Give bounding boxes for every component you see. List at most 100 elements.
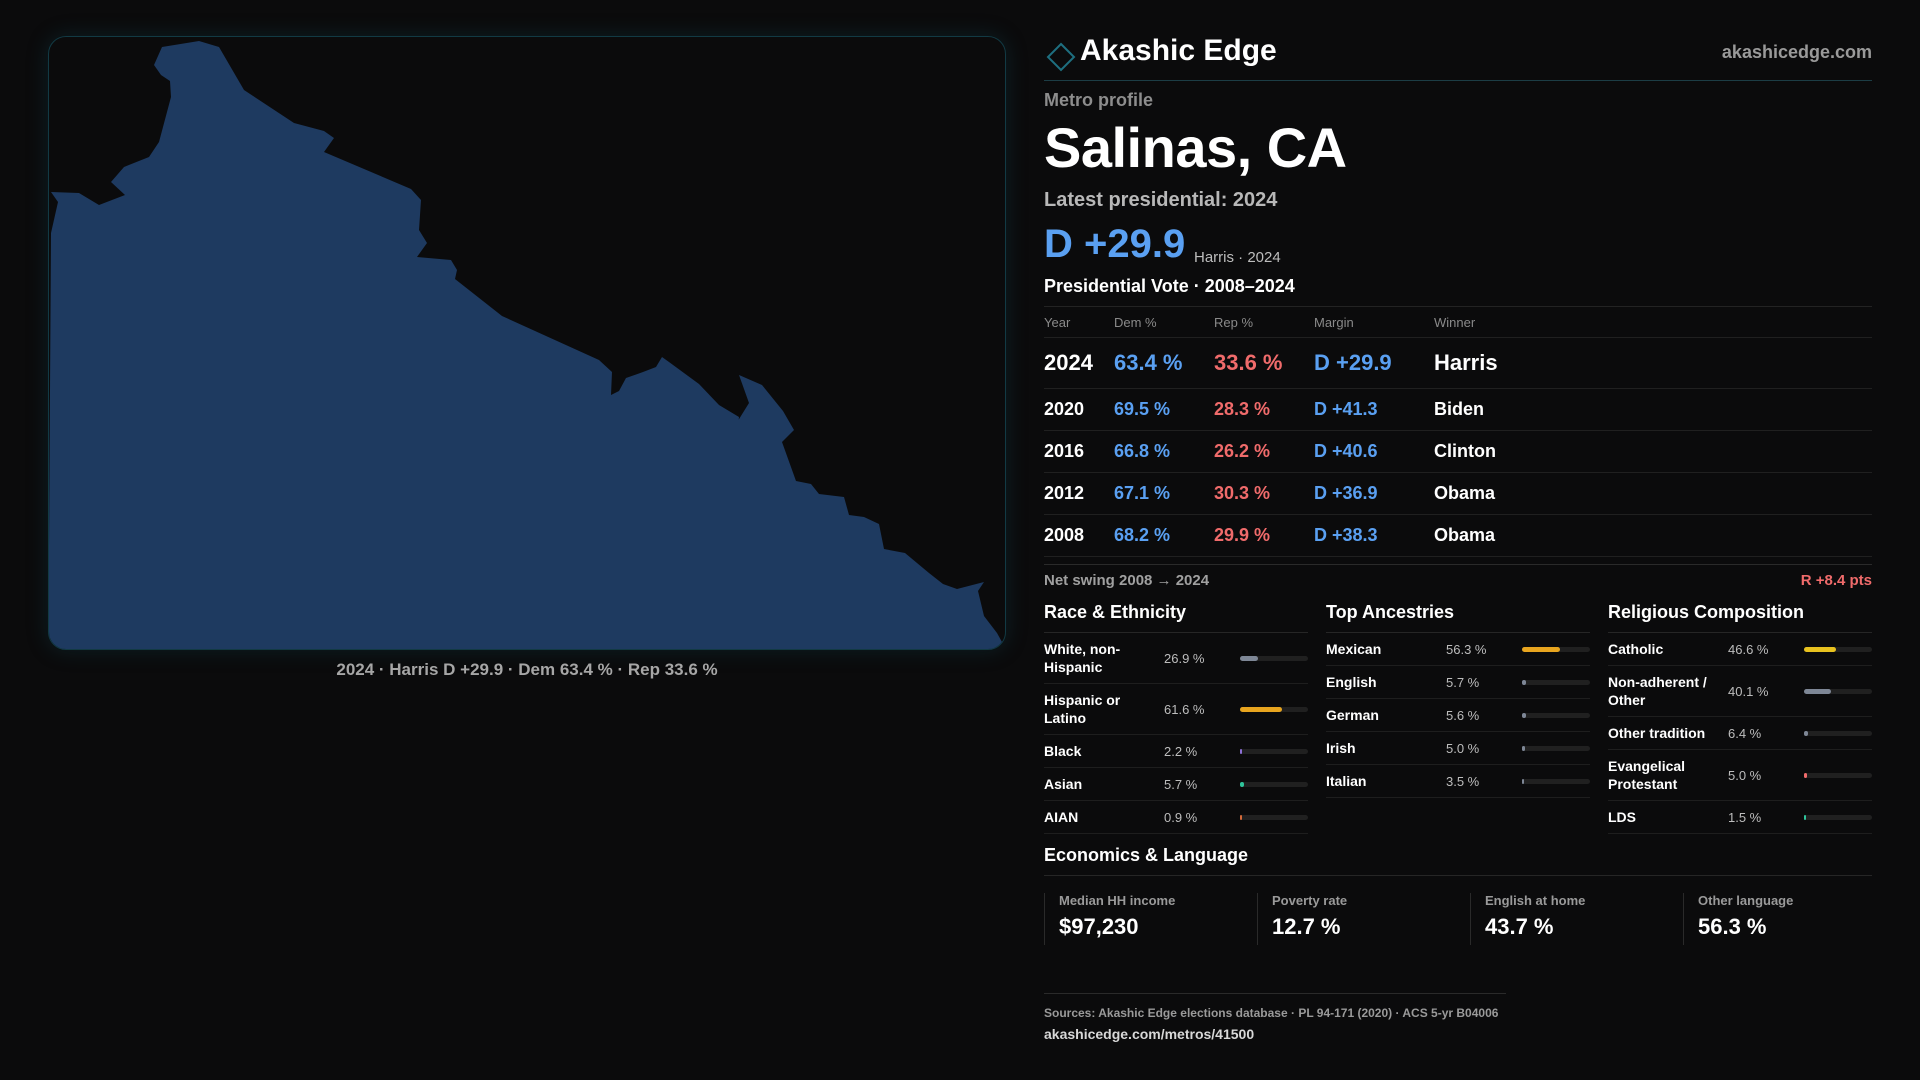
vote-dem: 67.1 % bbox=[1114, 483, 1171, 503]
race-row: AIAN 0.9 % bbox=[1044, 801, 1308, 834]
vote-margin: D +36.9 bbox=[1314, 483, 1378, 503]
vote-row-2024: 2024 63.4 % 33.6 % D +29.9 Harris bbox=[1044, 338, 1872, 389]
stat-median-income: Median HH income $97,230 bbox=[1044, 893, 1242, 945]
stat-label: Poverty rate bbox=[1272, 893, 1348, 908]
ancestry-row: Mexican 56.3 % bbox=[1326, 633, 1590, 666]
vote-rep: 26.2 % bbox=[1214, 441, 1271, 461]
race-value: 61.6 % bbox=[1164, 701, 1205, 717]
religion-bar-fill bbox=[1804, 773, 1808, 778]
ancestry-row: German 5.6 % bbox=[1326, 699, 1590, 732]
race-label: Asian bbox=[1044, 775, 1083, 792]
vote-rep: 30.3 % bbox=[1214, 483, 1271, 503]
ancestry-bar-fill bbox=[1522, 779, 1525, 784]
vote-row-2020: 2020 69.5 % 28.3 % D +41.3 Biden bbox=[1044, 389, 1872, 431]
brand-name[interactable]: Akashic Edge bbox=[1080, 34, 1277, 67]
religion-value: 46.6 % bbox=[1728, 641, 1769, 657]
religion-bar-fill bbox=[1804, 689, 1832, 694]
race-bar-track bbox=[1240, 656, 1308, 661]
metro-map[interactable] bbox=[48, 36, 1006, 650]
economics-title: Economics & Language bbox=[1044, 845, 1872, 876]
stat-label: Median HH income bbox=[1059, 893, 1176, 908]
profile-panel: Akashic Edge akashicedge.com Metro profi… bbox=[1044, 0, 1872, 1080]
stat-value: 43.7 % bbox=[1485, 914, 1554, 939]
vote-year: 2008 bbox=[1044, 525, 1085, 545]
brand-url-link[interactable]: akashicedge.com bbox=[1721, 42, 1872, 62]
religion-value: 6.4 % bbox=[1728, 725, 1762, 741]
race-label: Black bbox=[1044, 742, 1082, 759]
religion-row: LDS 1.5 % bbox=[1608, 801, 1872, 834]
ancestries-section: Top Ancestries Mexican 56.3 % English 5.… bbox=[1326, 602, 1590, 798]
stat-english-at-home: English at home 43.7 % bbox=[1470, 893, 1668, 945]
vote-dem: 66.8 % bbox=[1114, 441, 1171, 461]
vote-margin: D +29.9 bbox=[1314, 350, 1392, 375]
ancestry-bar-fill bbox=[1522, 746, 1526, 751]
ancestry-label: English bbox=[1326, 673, 1377, 690]
race-row: Black 2.2 % bbox=[1044, 735, 1308, 768]
ancestry-value: 5.6 % bbox=[1446, 707, 1480, 723]
race-label: Hispanic or Latino bbox=[1044, 691, 1121, 726]
footer-divider bbox=[1044, 993, 1506, 994]
ancestry-value: 5.7 % bbox=[1446, 674, 1480, 690]
vote-row-2012: 2012 67.1 % 30.3 % D +36.9 Obama bbox=[1044, 473, 1872, 515]
vote-margin: D +40.6 bbox=[1314, 441, 1378, 461]
vote-winner: Clinton bbox=[1434, 441, 1496, 461]
ancestry-value: 5.0 % bbox=[1446, 740, 1480, 756]
stat-other-language: Other language 56.3 % bbox=[1683, 893, 1881, 945]
brand-header: Akashic Edge akashicedge.com bbox=[1044, 32, 1872, 81]
vote-year: 2024 bbox=[1044, 350, 1093, 375]
race-ethnicity-section: Race & Ethnicity White, non-Hispanic 26.… bbox=[1044, 602, 1308, 834]
race-bar-fill bbox=[1240, 749, 1242, 754]
religion-label: Other tradition bbox=[1608, 724, 1706, 741]
ancestry-row: English 5.7 % bbox=[1326, 666, 1590, 699]
race-row: Asian 5.7 % bbox=[1044, 768, 1308, 801]
vote-margin: D +38.3 bbox=[1314, 525, 1378, 545]
vote-table-header: Year Dem % Rep % Margin Winner bbox=[1044, 307, 1872, 338]
race-bar-track bbox=[1240, 749, 1308, 754]
diamond-outline-icon bbox=[1046, 42, 1076, 77]
religion-bar-track bbox=[1804, 773, 1872, 778]
vote-year: 2012 bbox=[1044, 483, 1085, 503]
religion-label: Non-adherent / Other bbox=[1608, 673, 1707, 708]
ancestry-row: Italian 3.5 % bbox=[1326, 765, 1590, 798]
religion-title: Religious Composition bbox=[1608, 602, 1872, 633]
vote-dem: 69.5 % bbox=[1114, 399, 1171, 419]
ancestry-bar-track bbox=[1522, 680, 1590, 685]
ancestry-bar-track bbox=[1522, 779, 1590, 784]
religion-row: Catholic 46.6 % bbox=[1608, 633, 1872, 666]
net-swing-label: Net swing 2008 → 2024 bbox=[1044, 572, 1210, 589]
religion-label: Evangelical Protestant bbox=[1608, 757, 1686, 792]
ancestry-bar-fill bbox=[1522, 713, 1526, 718]
page-title: Salinas, CA bbox=[1044, 116, 1347, 179]
stat-label: English at home bbox=[1485, 893, 1586, 908]
header-year: Year bbox=[1044, 314, 1071, 330]
footer-url-link[interactable]: akashicedge.com/metros/41500 bbox=[1044, 1026, 1255, 1042]
ancestry-bar-fill bbox=[1522, 680, 1526, 685]
ancestry-label: Mexican bbox=[1326, 640, 1382, 657]
religion-value: 5.0 % bbox=[1728, 767, 1762, 783]
race-value: 2.2 % bbox=[1164, 743, 1198, 759]
religion-section: Religious Composition Catholic 46.6 % No… bbox=[1608, 602, 1872, 834]
religion-value: 1.5 % bbox=[1728, 809, 1762, 825]
vote-year: 2016 bbox=[1044, 441, 1085, 461]
race-value: 26.9 % bbox=[1164, 650, 1205, 666]
religion-bar-track bbox=[1804, 647, 1872, 652]
race-bar-fill bbox=[1240, 782, 1244, 787]
religion-label: LDS bbox=[1608, 808, 1636, 825]
ancestry-label: Italian bbox=[1326, 772, 1367, 789]
metro-boundary-shape[interactable] bbox=[49, 41, 1006, 650]
ancestry-label: German bbox=[1326, 706, 1379, 723]
religion-bar-fill bbox=[1804, 731, 1809, 736]
vote-winner: Biden bbox=[1434, 399, 1485, 419]
race-bar-fill bbox=[1240, 656, 1259, 661]
vote-dem: 68.2 % bbox=[1114, 525, 1171, 545]
race-row: Hispanic or Latino 61.6 % bbox=[1044, 684, 1308, 735]
vote-rep: 33.6 % bbox=[1214, 350, 1283, 375]
vote-row-2016: 2016 66.8 % 26.2 % D +40.6 Clinton bbox=[1044, 431, 1872, 473]
ancestry-label: Irish bbox=[1326, 739, 1356, 756]
metro-map-svg bbox=[49, 41, 1006, 650]
race-label: White, non-Hispanic bbox=[1044, 640, 1121, 675]
ancestries-title: Top Ancestries bbox=[1326, 602, 1590, 633]
ancestry-bar-track bbox=[1522, 713, 1590, 718]
vote-margin: D +41.3 bbox=[1314, 399, 1378, 419]
religion-label: Catholic bbox=[1608, 640, 1664, 657]
